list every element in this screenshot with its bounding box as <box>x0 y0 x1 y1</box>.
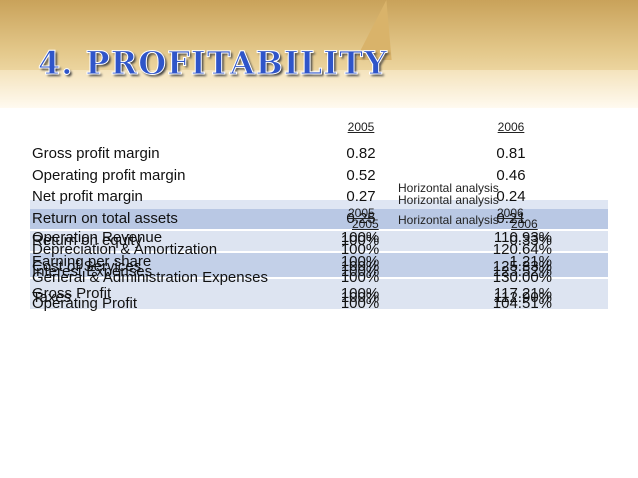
cell: 0.82 <box>346 145 376 162</box>
row-label: Interest Expenses <box>32 263 153 280</box>
row-label: General & Administration Expenses <box>32 269 268 286</box>
cell: 100% <box>340 229 380 246</box>
cell: 125.33% <box>492 258 552 275</box>
row-label: Earning per share <box>32 253 152 270</box>
row-label: Operation Revenue <box>32 229 163 246</box>
column-header: 2005 <box>348 206 375 220</box>
cell: 0.27 <box>346 188 376 205</box>
caption: Horizontal analysis <box>398 213 499 227</box>
band <box>30 279 608 309</box>
cell: 123.52% <box>492 263 552 280</box>
column-header: 2006 <box>497 206 524 220</box>
cell: 104.51% <box>492 295 552 312</box>
sea <box>0 70 638 108</box>
cell: 0.25 <box>346 209 376 227</box>
cell: 1.21% <box>509 253 552 270</box>
row-label: Taxes <box>32 289 72 306</box>
row-label: Operating profit margin <box>32 166 186 184</box>
cell: 0.33% <box>509 232 552 249</box>
cell: 100% <box>340 253 380 270</box>
cell: 100% <box>340 232 380 249</box>
cell: 0.81 <box>496 145 526 162</box>
column-header: 2005 <box>347 120 375 134</box>
slide-title: 4. PROFITABILITY <box>38 44 388 83</box>
cell: 0.46 <box>496 166 526 184</box>
row-label: Net profit margin <box>32 188 143 205</box>
cell: 120.64% <box>492 241 552 258</box>
cell: 100% <box>340 269 380 286</box>
row-label: Return on total assets <box>32 209 178 227</box>
cell: 130.00% <box>492 269 552 286</box>
band <box>30 209 608 229</box>
row-label: Gross Profit <box>32 285 112 302</box>
cell: 100% <box>340 258 380 275</box>
caption: Horizontal analysis <box>398 181 499 195</box>
row-label: Gross profit margin <box>32 145 160 162</box>
cell: 100% <box>340 263 380 280</box>
cell: 100% <box>340 295 380 312</box>
column-header: 2005 <box>352 217 379 231</box>
band <box>30 231 608 251</box>
row-label: Cost of Services <box>32 258 142 275</box>
column-header: 2006 <box>511 217 538 231</box>
cell: 100% <box>340 289 380 306</box>
row-label: Operating Profit <box>32 295 138 312</box>
cell: 100% <box>340 285 380 302</box>
cell: 0.24 <box>496 188 526 205</box>
cell: 100% <box>340 241 380 258</box>
cell: 110.93% <box>493 229 552 246</box>
row-label: Depreciation & Amortization <box>32 241 218 258</box>
cell: 0.21 <box>496 209 526 227</box>
column-header: 2006 <box>497 120 525 134</box>
band <box>30 253 608 277</box>
row-label: Return on equity <box>32 232 143 249</box>
caption: Horizontal analysis <box>398 193 499 207</box>
cell: 112.90% <box>493 289 552 306</box>
cell: 117.21% <box>493 285 552 302</box>
cell: 0.52 <box>346 166 376 184</box>
